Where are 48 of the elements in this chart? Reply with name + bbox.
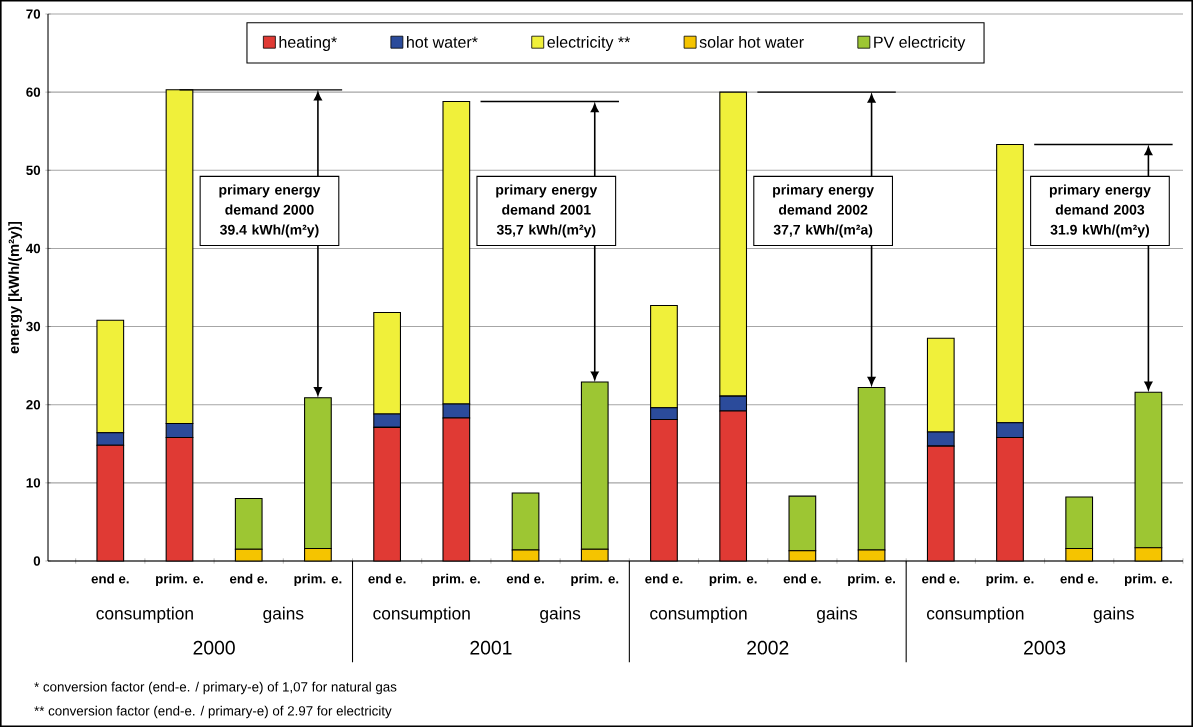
y-tick-label: 30 <box>26 321 41 332</box>
x-tick-label: prim. e. <box>432 573 480 587</box>
text: consumption <box>373 606 470 623</box>
x-tick-label: end e. <box>229 573 268 584</box>
text: 2000 <box>193 640 235 655</box>
x-tick-label: end e. <box>506 573 544 584</box>
x-tick-label: end e. <box>1060 573 1098 584</box>
x-tick-label: end e. <box>645 573 683 584</box>
text: * conversion factor (end-e. / primary-e) of 1,07 for natural gas <box>34 681 397 695</box>
text: gains <box>540 606 581 623</box>
y-tick-label: 40 <box>26 243 41 254</box>
annotation: primary energy demand 2000 39.4 kWh/(m²y) <box>219 184 321 238</box>
legend-label: solar hot water <box>699 36 804 48</box>
legend-label: PV electricity <box>874 36 966 51</box>
text: consumption <box>650 606 747 623</box>
text: 2001 <box>470 640 512 655</box>
legend-label: electricity ** <box>547 36 631 51</box>
x-tick-label: prim. e. <box>1124 573 1172 587</box>
text: gains <box>263 606 304 623</box>
y-tick-label: 70 <box>26 9 41 19</box>
x-tick-label: prim. e. <box>294 573 342 587</box>
x-tick-label: prim. e. <box>986 573 1034 587</box>
x-tick-label: end e. <box>922 573 960 584</box>
y-tick-label: 60 <box>26 87 41 97</box>
y-tick-label: 10 <box>26 478 41 488</box>
y-axis-title: energy [kWh/(m²y)] <box>8 221 22 354</box>
annotation: primary energy demand 2003 31.9 kWh/(m²y) <box>1049 184 1151 238</box>
x-tick-label: prim. e. <box>156 573 203 587</box>
y-tick-label: 50 <box>26 165 41 175</box>
y-tick-label: 0 <box>33 556 41 566</box>
x-tick-label: prim. e. <box>571 573 619 587</box>
x-tick-label: prim. e. <box>848 573 895 587</box>
text: ** conversion factor (end-e. / primary-e) of 2.97 for electricity <box>34 705 392 719</box>
legend-label: heating* <box>279 36 337 51</box>
legend-label: hot water* <box>407 36 478 48</box>
text: consumption <box>926 606 1024 623</box>
x-tick-label: end e. <box>368 573 406 584</box>
x-tick-label: end e. <box>91 573 129 584</box>
annotation: primary energy demand 2001 35,7 kWh/(m²y) <box>496 184 598 238</box>
text: consumption <box>96 606 193 623</box>
text: gains <box>1093 606 1134 623</box>
text: gains <box>816 606 858 623</box>
x-tick-label: end e. <box>783 573 821 584</box>
x-tick-label: prim. e. <box>709 573 757 587</box>
text: 2002 <box>747 640 789 655</box>
y-tick-label: 20 <box>26 399 41 410</box>
text: 2003 <box>1024 640 1066 655</box>
annotation: primary energy demand 2002 37,7 kWh/(m²a) <box>773 184 874 238</box>
